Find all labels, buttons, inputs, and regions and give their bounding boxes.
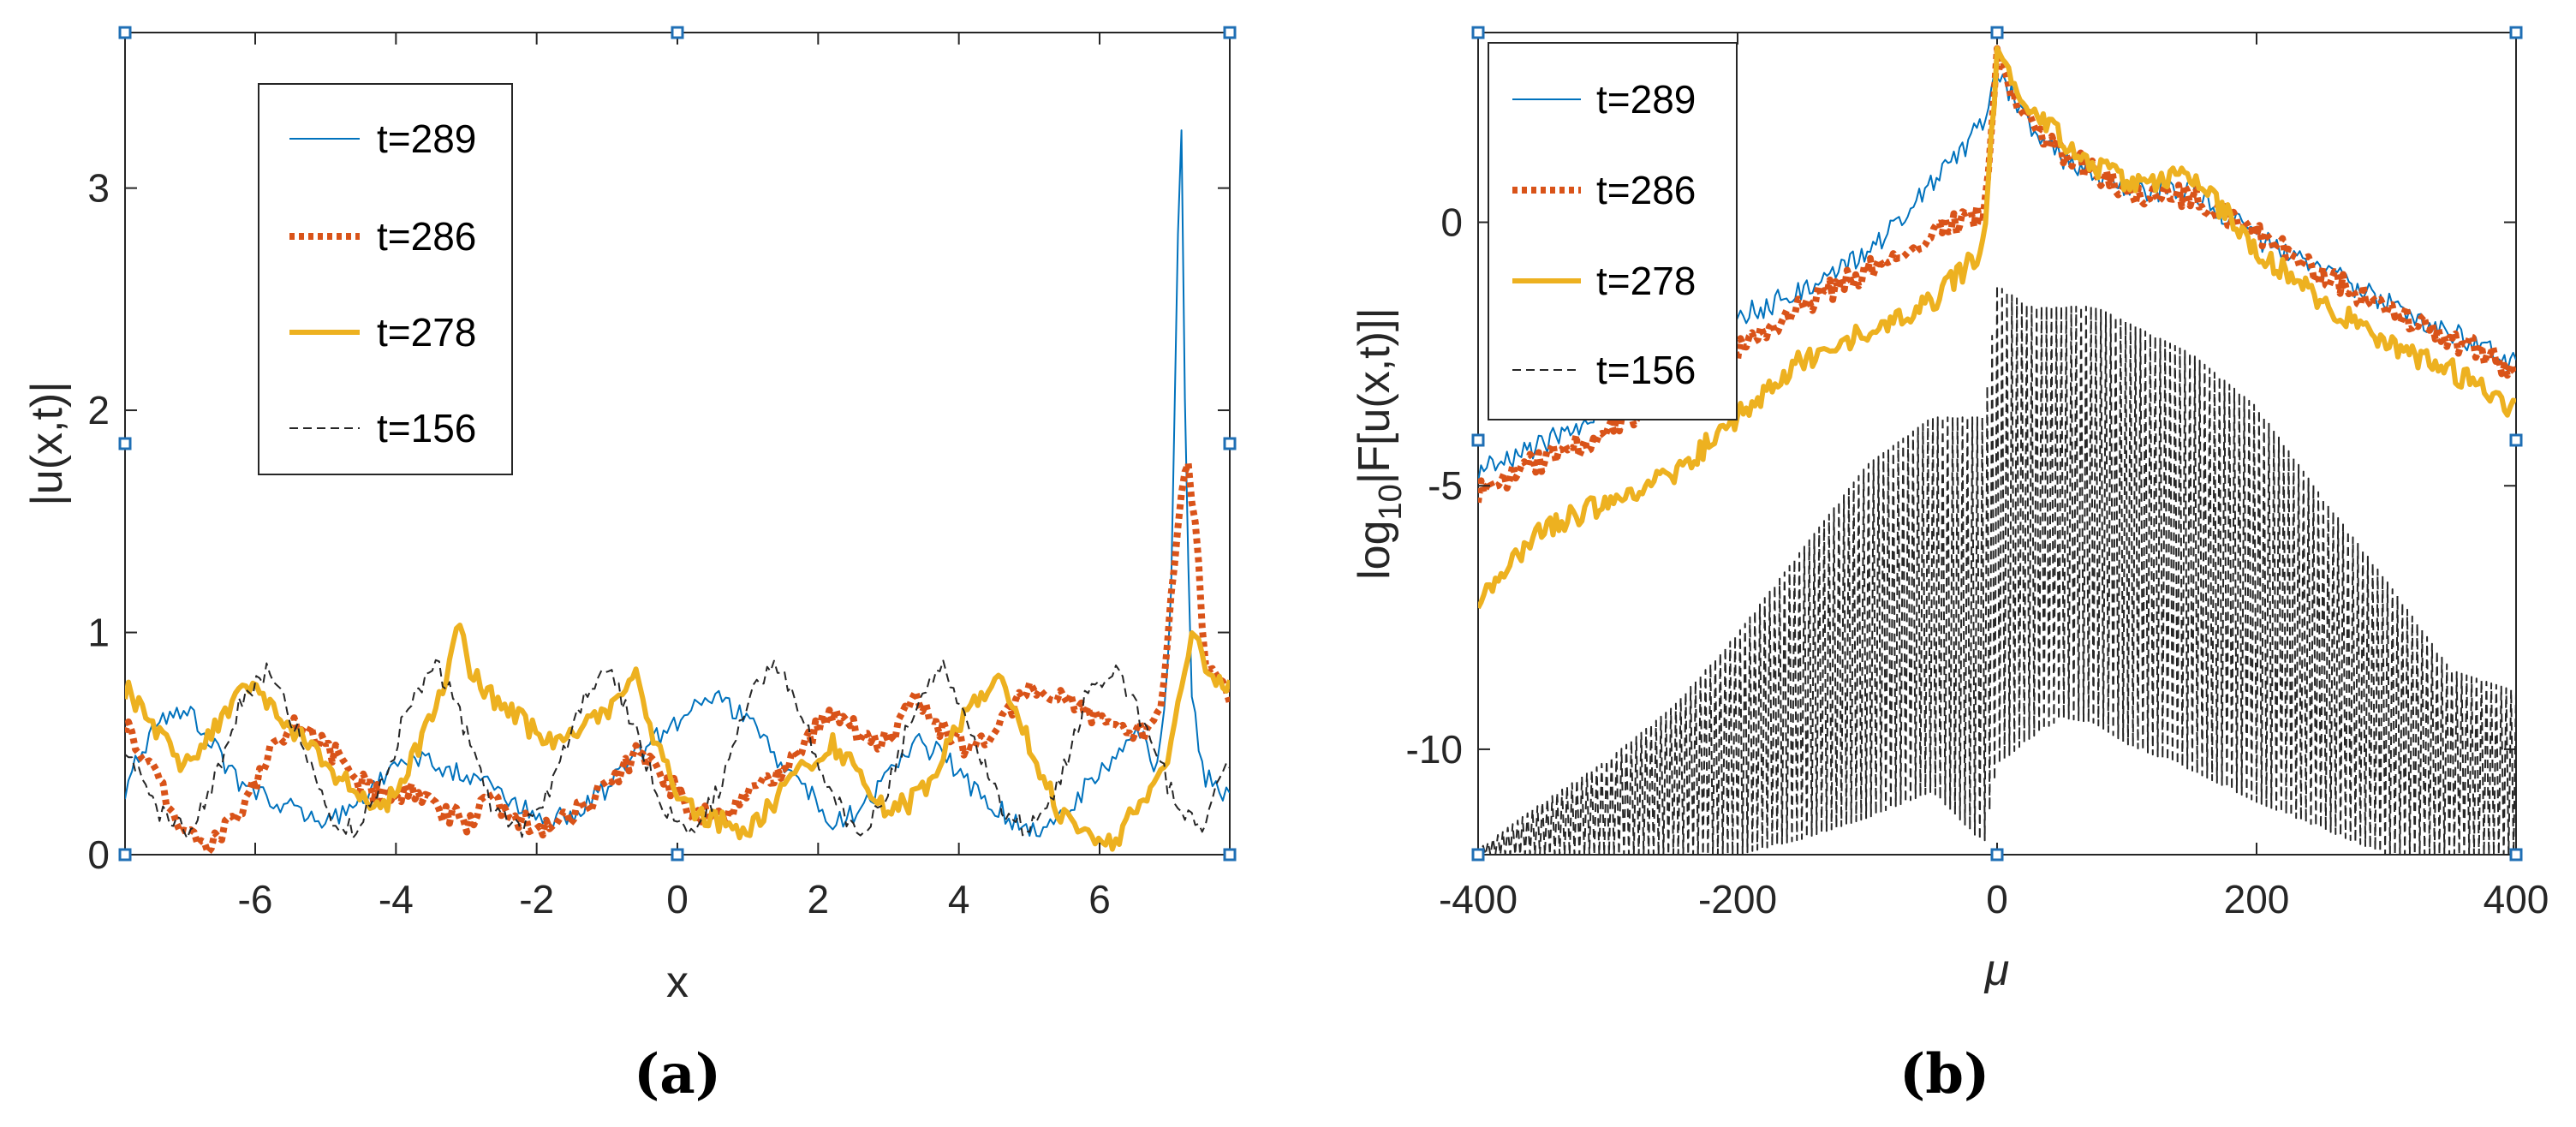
legend-label-a-2: t=278 [377, 310, 476, 355]
resize-handle-b-tm[interactable] [1990, 26, 2004, 39]
y-axis-label-b-rest: |F[u(x,t)]| [1350, 307, 1399, 484]
panel-a: -6 -4 -2 0 2 4 6 0 1 2 3 x |u(x,t)| t=289 t=286 t=… [22, 26, 1237, 1106]
resize-handle-a-ml[interactable] [118, 437, 132, 450]
resize-handle-a-bl[interactable] [118, 848, 132, 862]
resize-handles-a[interactable] [118, 26, 1237, 862]
x-tick-label-b-4: 400 [2484, 877, 2549, 921]
x-tick-label-a-2: -2 [519, 877, 554, 921]
y-tick-label-b-0: -10 [1406, 727, 1463, 772]
panel-label-a: (a) [634, 1042, 721, 1106]
resize-handle-b-ml[interactable] [1471, 433, 1485, 447]
resize-handle-a-tm[interactable] [671, 26, 684, 39]
y-tick-label-b-1: -5 [1428, 463, 1463, 508]
resize-handle-a-tr[interactable] [1223, 26, 1237, 39]
x-axis-label-a: x [666, 957, 689, 1007]
legend-label-b-2: t=278 [1596, 259, 1696, 303]
resize-handle-b-tl[interactable] [1471, 26, 1485, 39]
legend-label-b-0: t=289 [1596, 77, 1696, 122]
series-line-b-t278 [1478, 45, 2516, 610]
resize-handle-a-br[interactable] [1223, 848, 1237, 862]
series-line-a-t278 [125, 623, 1230, 852]
x-tick-label-a-4: 2 [808, 877, 830, 921]
resize-handles-b[interactable] [1471, 26, 2523, 862]
resize-handle-a-bm[interactable] [671, 848, 684, 862]
panel-b: -400 -200 0 200 400 -10 -5 0 μ log10|F[u(x,t)]|… [1350, 26, 2549, 1106]
legend-label-a-1: t=286 [377, 214, 476, 259]
resize-handle-b-tr[interactable] [2509, 26, 2523, 39]
x-tick-label-a-3: 0 [666, 877, 689, 921]
y-axis-label-b-main: log [1350, 521, 1399, 580]
resize-handle-a-mr[interactable] [1223, 437, 1237, 450]
series-line-a-t286 [125, 460, 1230, 855]
y-axis-label-b-sub: 10 [1373, 484, 1409, 520]
legend-a: t=289 t=286 t=278 t=156 [258, 83, 513, 475]
y-tick-label-a-3: 3 [87, 166, 110, 211]
y-tick-label-a-0: 0 [87, 832, 110, 877]
x-tick-label-b-3: 200 [2224, 877, 2290, 921]
resize-handle-b-mr[interactable] [2509, 433, 2523, 447]
resize-handle-a-tl[interactable] [118, 26, 132, 39]
x-tick-label-b-0: -400 [1439, 877, 1518, 921]
ticks-a: -6 -4 -2 0 2 4 6 0 1 2 3 [87, 33, 1230, 921]
x-tick-label-a-0: -6 [238, 877, 273, 921]
y-tick-label-a-2: 2 [87, 388, 110, 432]
x-tick-label-a-6: 6 [1088, 877, 1111, 921]
legend-label-b-1: t=286 [1596, 168, 1696, 212]
panel-label-b: (b) [1899, 1042, 1989, 1106]
legend-b: t=289 t=286 t=278 t=156 [1488, 42, 1738, 420]
legend-label-b-3: t=156 [1596, 348, 1696, 392]
ticks-b: -400 -200 0 200 400 -10 -5 0 [1406, 33, 2549, 921]
x-tick-label-a-5: 4 [948, 877, 970, 921]
y-tick-label-b-2: 0 [1440, 200, 1463, 245]
resize-handle-b-bm[interactable] [1990, 848, 2004, 862]
x-axis-label-b: μ [1983, 945, 2010, 995]
legend-box-b [1488, 42, 1738, 420]
series-group-a [125, 129, 1230, 855]
resize-handle-b-br[interactable] [2509, 848, 2523, 862]
resize-handle-b-bl[interactable] [1471, 848, 1485, 862]
legend-box-a [258, 83, 513, 475]
legend-label-a-0: t=289 [377, 116, 476, 161]
series-line-a-t289 [125, 129, 1230, 838]
x-tick-label-b-1: -200 [1698, 877, 1777, 921]
y-tick-label-a-1: 1 [87, 611, 110, 655]
x-tick-label-a-1: -4 [379, 877, 414, 921]
x-tick-label-b-2: 0 [1986, 877, 2008, 921]
series-line-a-t156 [125, 659, 1230, 839]
series-line-b-t156 [1478, 284, 2516, 855]
y-axis-label-b: log10|F[u(x,t)]| [1350, 307, 1409, 580]
y-axis-label-a: |u(x,t)| [22, 381, 72, 505]
legend-label-a-3: t=156 [377, 406, 476, 450]
